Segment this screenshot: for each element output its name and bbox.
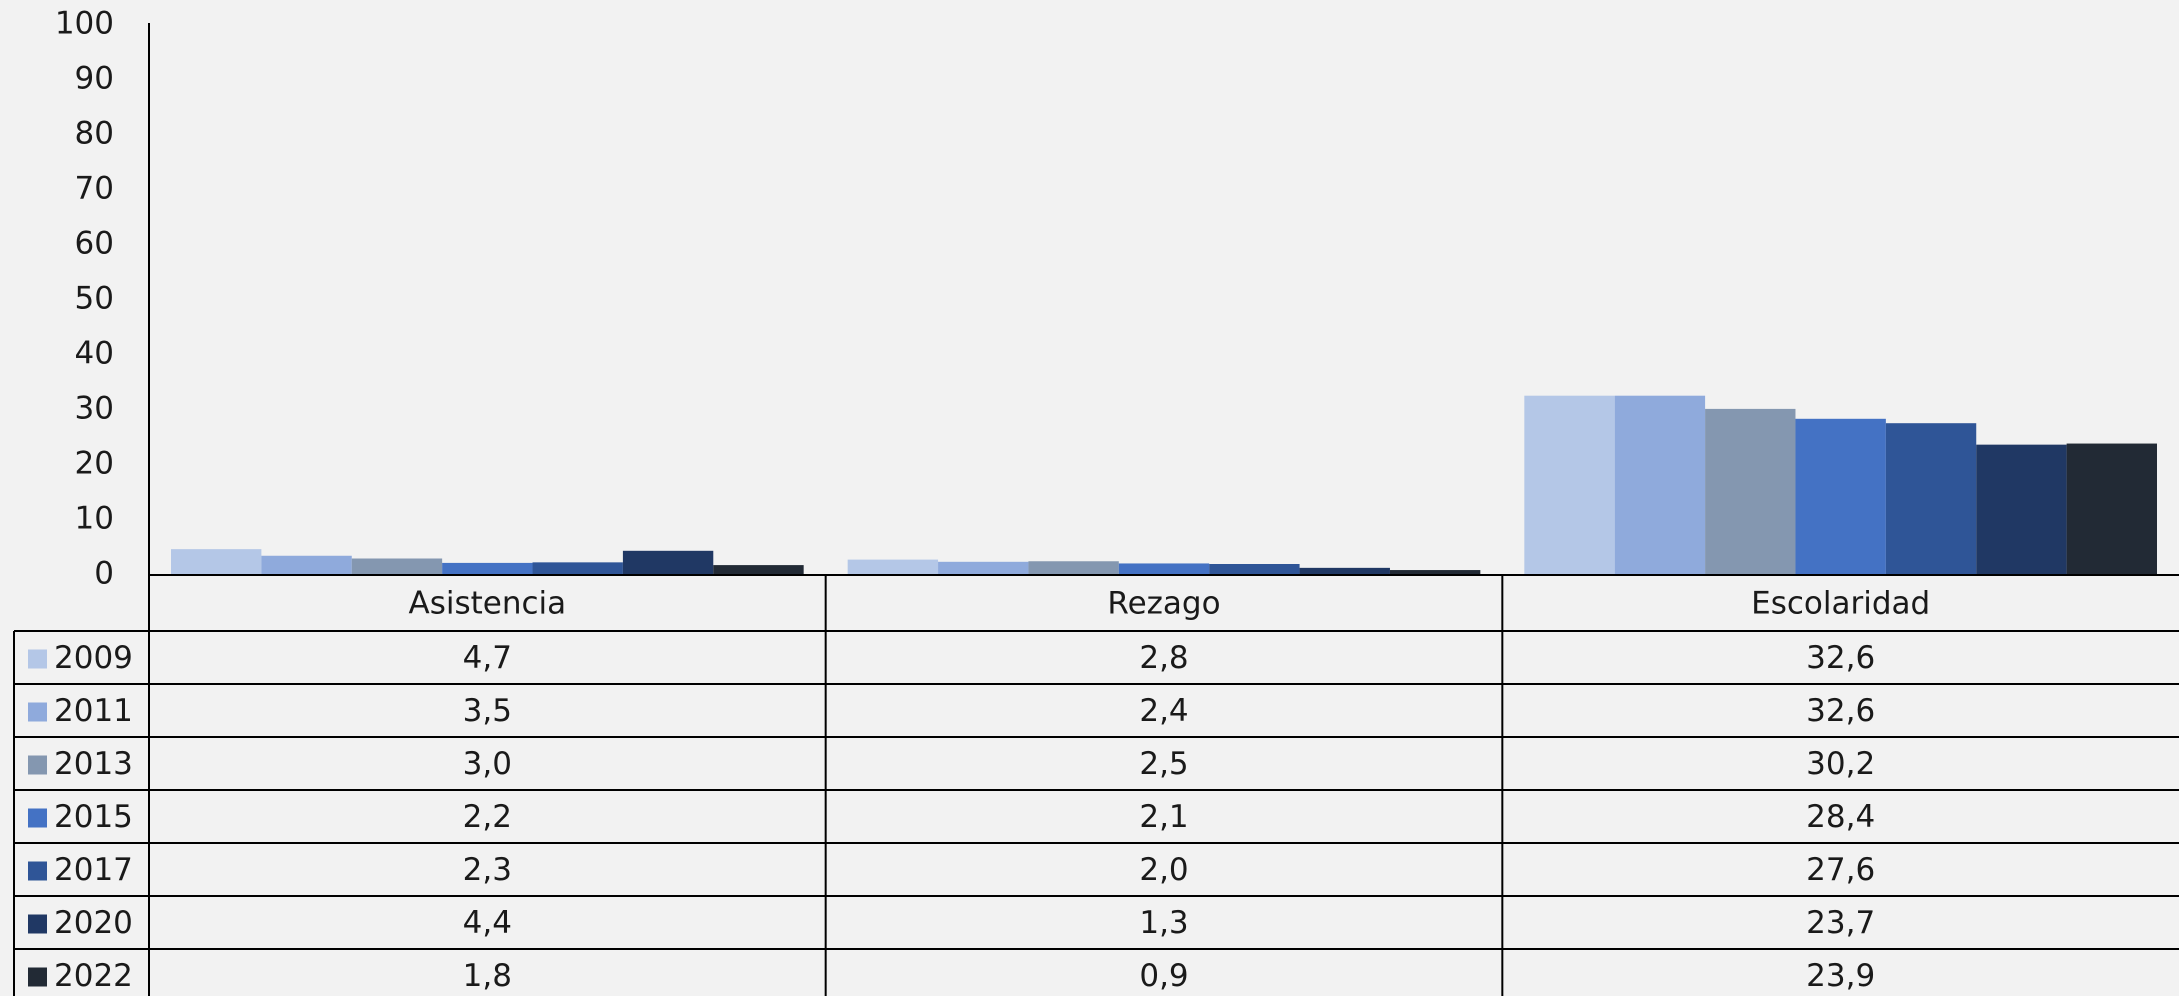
legend-key (28, 702, 47, 722)
data-label: 2,8 (1139, 640, 1188, 676)
legend-label: 2022 (54, 958, 133, 994)
data-label: 2,0 (1139, 852, 1188, 888)
bar (1209, 564, 1300, 575)
y-tick-label: 60 (75, 226, 114, 262)
y-tick-label: 90 (75, 61, 114, 97)
data-label: 28,4 (1806, 799, 1875, 835)
legend-label: 2020 (54, 905, 133, 941)
data-label: 2,3 (463, 852, 512, 888)
bar (847, 559, 939, 575)
data-label: 4,4 (463, 905, 512, 941)
legend-label: 2011 (54, 693, 133, 729)
y-tick-label: 40 (75, 336, 114, 372)
bar (1028, 561, 1119, 575)
data-label: 3,5 (463, 693, 512, 729)
legend-key (28, 861, 47, 881)
bar (1885, 423, 1977, 575)
legend-label: 2013 (54, 746, 133, 782)
y-tick-label: 20 (75, 446, 114, 482)
x-tick-label: Escolaridad (1751, 586, 1930, 622)
y-tick-label: 70 (75, 171, 114, 207)
y-tick-label: 10 (75, 501, 114, 537)
bar (442, 562, 533, 575)
legend-key (28, 914, 47, 934)
bar (261, 555, 352, 575)
bar (1299, 567, 1390, 575)
legend-label: 2009 (54, 640, 133, 676)
legend-key (28, 755, 47, 775)
data-label: 0,9 (1139, 958, 1188, 994)
bar (1524, 395, 1615, 575)
data-label: 3,0 (463, 746, 512, 782)
y-tick-label: 80 (75, 116, 114, 152)
legend-label: 2015 (54, 799, 133, 835)
data-label: 2,5 (1139, 746, 1188, 782)
data-label: 30,2 (1806, 746, 1875, 782)
bar (1118, 563, 1210, 575)
legend-key (28, 649, 47, 669)
bar (938, 561, 1029, 575)
bar (351, 558, 443, 575)
bar (171, 549, 262, 575)
data-label: 32,6 (1806, 693, 1875, 729)
data-label: 1,8 (463, 958, 512, 994)
data-label: 2,4 (1139, 693, 1188, 729)
y-tick-label: 100 (55, 6, 114, 42)
y-tick-label: 30 (75, 391, 114, 427)
legend-label: 2017 (54, 852, 133, 888)
data-label: 27,6 (1806, 852, 1875, 888)
bar (1389, 570, 1481, 575)
data-label: 23,9 (1806, 958, 1875, 994)
bar (713, 565, 804, 575)
data-label: 23,7 (1806, 905, 1875, 941)
bar (1705, 408, 1796, 575)
y-tick-label: 50 (75, 281, 114, 317)
bar (532, 562, 623, 575)
y-tick-label: 0 (94, 556, 114, 592)
x-tick-label: Rezago (1107, 586, 1220, 622)
bar (1976, 444, 2067, 575)
data-label: 1,3 (1139, 905, 1188, 941)
bar (1795, 418, 1886, 575)
bar (622, 550, 714, 575)
x-tick-label: Asistencia (409, 586, 567, 622)
data-label: 2,1 (1139, 799, 1188, 835)
legend-key (28, 808, 47, 828)
bar (1614, 395, 1706, 575)
legend-key (28, 967, 47, 987)
bar (2066, 443, 2157, 575)
data-label: 2,2 (463, 799, 512, 835)
data-label: 4,7 (463, 640, 512, 676)
data-label: 32,6 (1806, 640, 1875, 676)
